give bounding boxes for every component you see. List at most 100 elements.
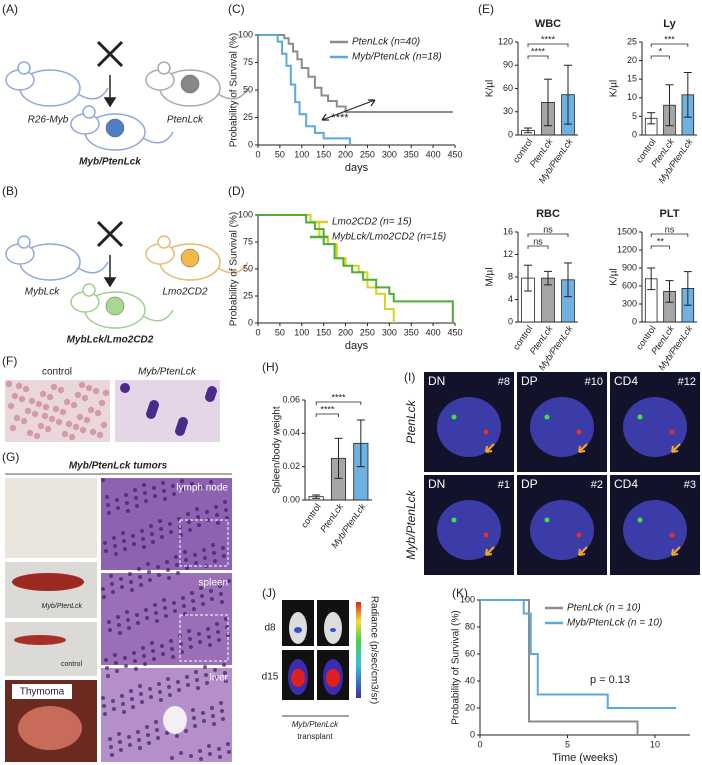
nucleus: [437, 397, 501, 457]
x-tick-label: 450: [447, 327, 462, 337]
nucleus: [223, 671, 227, 675]
rbc: [76, 413, 84, 421]
nucleus: [207, 744, 211, 748]
chart-title: PLT: [660, 208, 680, 220]
stage-label: DP: [521, 477, 538, 491]
nucleus: [202, 719, 206, 723]
nucleus: [156, 736, 160, 740]
x-tick-label: 450: [447, 149, 462, 159]
nucleus: [201, 602, 205, 606]
nucleus: [203, 665, 207, 669]
arrow: [671, 443, 681, 453]
nucleus: [142, 483, 146, 487]
vessel: [163, 706, 187, 734]
nucleus: [179, 751, 183, 755]
mouse-ear: [157, 61, 171, 75]
imaging: [282, 600, 361, 717]
blast: [146, 409, 156, 419]
nucleus: [180, 650, 184, 654]
rbc: [24, 407, 32, 415]
nucleus: [121, 531, 125, 535]
y-tick-label: 12: [503, 249, 513, 259]
rbc: [74, 391, 82, 399]
legend-label: PtenLck (n=40): [352, 37, 420, 48]
nucleus: [168, 522, 172, 526]
nucleus: [184, 729, 188, 733]
nucleus: [172, 601, 176, 605]
nucleus: [211, 543, 215, 547]
signal: [483, 532, 489, 538]
rbc: [61, 430, 69, 438]
y-tick-label: 120: [498, 36, 513, 46]
rbc: [92, 387, 100, 395]
nucleus: [136, 621, 140, 625]
rbc: [37, 422, 45, 430]
rbc: [52, 405, 60, 413]
y-tick-label: 40: [465, 675, 475, 685]
rbc: [98, 399, 106, 407]
nucleus: [115, 498, 119, 502]
nucleus: [157, 573, 161, 577]
x-tick-label: 250: [360, 327, 375, 337]
nucleus: [205, 681, 209, 685]
y-axis-label: Probability of Survival (%): [229, 212, 240, 326]
nucleus: [194, 670, 198, 674]
tumor: [105, 118, 125, 138]
nucleus: [168, 693, 172, 697]
rbc: [68, 433, 76, 441]
nucleus: [163, 606, 167, 610]
y-tick-label: 0.04: [282, 428, 300, 438]
rbc: [83, 416, 91, 424]
nucleus: [127, 735, 131, 739]
nucleus: [157, 682, 161, 686]
nucleus: [166, 568, 170, 572]
nucleus: [144, 608, 148, 612]
nucleus: [104, 658, 108, 662]
nucleus: [201, 711, 205, 715]
significance-bracket: [527, 233, 569, 237]
tissue-label: lymph node: [176, 483, 228, 494]
y-tick-label: 25: [627, 36, 637, 46]
nucleus: [135, 504, 139, 508]
x-tick-label: 150: [316, 149, 331, 159]
rbc: [13, 414, 21, 422]
rbc: [72, 423, 80, 431]
signal: [544, 414, 550, 420]
nucleus: [200, 594, 204, 598]
significance-label: ****: [541, 34, 556, 44]
nucleus: [143, 491, 147, 495]
mouse-ear: [82, 283, 96, 297]
rbc: [48, 415, 56, 423]
nucleus: [187, 520, 191, 524]
y-tick-label: 0: [248, 139, 253, 149]
nucleus: [221, 717, 225, 721]
nucleus: [193, 724, 197, 728]
nucleus: [176, 680, 180, 684]
nucleus: [188, 528, 192, 532]
y-axis-label: Probability of Survival (%): [229, 33, 240, 147]
y-tick-label: 0.00: [282, 494, 300, 504]
nucleus: [148, 578, 152, 582]
nucleus: [171, 655, 175, 659]
nucleus: [107, 511, 111, 515]
survival-curve: [480, 599, 676, 709]
nucleus: [195, 678, 199, 682]
chart-title: WBC: [535, 18, 561, 30]
rbc: [39, 390, 47, 398]
nucleus: [197, 523, 201, 527]
rbc: [33, 432, 41, 440]
nucleus: [118, 740, 122, 744]
stage-label: CD4: [614, 374, 638, 388]
rbc: [9, 424, 17, 432]
nucleus: [220, 600, 224, 604]
nucleus: [109, 745, 113, 749]
y-tick-label: 0.02: [282, 461, 300, 471]
nucleus: [192, 716, 196, 720]
blast: [175, 426, 185, 436]
nucleus: [152, 486, 156, 490]
cell-id: #2: [591, 479, 603, 491]
nucleus: [224, 679, 228, 683]
nucleus: [116, 615, 120, 619]
nucleus: [109, 574, 113, 578]
rbc: [50, 383, 58, 391]
